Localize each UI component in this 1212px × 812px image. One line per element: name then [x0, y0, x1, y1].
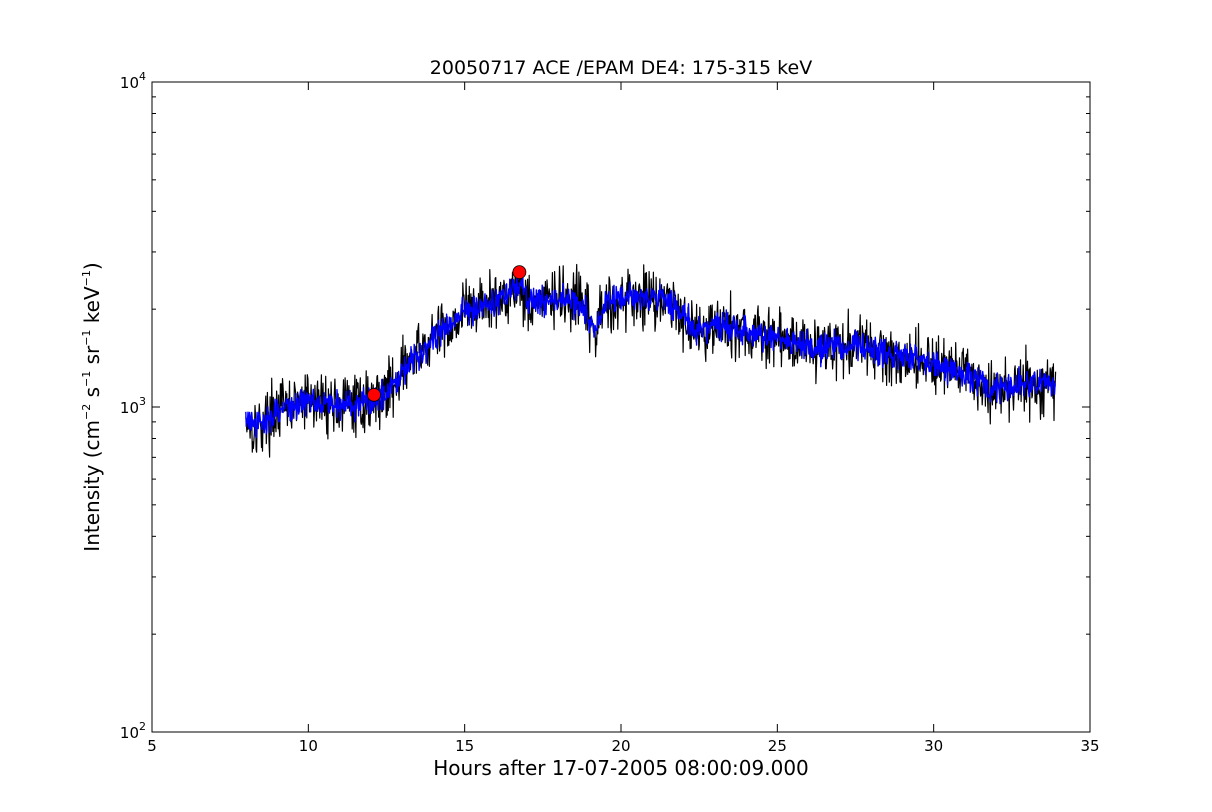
- y-label-sup-2: −1: [80, 371, 93, 387]
- y-axis: 102 103 104: [120, 70, 1090, 742]
- peak-marker: [512, 265, 527, 280]
- x-axis-label: Hours after 17-07-2005 08:00:09.000: [433, 756, 809, 780]
- y-label-mid-1: s: [80, 387, 104, 404]
- x-tick-label: 35: [1080, 737, 1099, 755]
- series-line-smoothed: [245, 275, 1056, 439]
- y-label-mid-2: sr: [80, 345, 104, 371]
- x-tick-label: 10: [299, 737, 318, 755]
- x-tick-label: 20: [611, 737, 630, 755]
- x-tick-label: 5: [147, 737, 157, 755]
- x-tick-label: 15: [455, 737, 474, 755]
- y-label-sup-1: −2: [80, 404, 93, 420]
- y-label-prefix: Intensity (cm: [80, 420, 104, 552]
- y-tick-label: 104: [120, 70, 146, 92]
- y-label-sup-3: −1: [80, 330, 93, 346]
- y-axis-label: Intensity (cm−2 s−1 sr−1 keV−1): [80, 262, 104, 551]
- onset-marker: [367, 387, 381, 402]
- series-layer: [245, 263, 1057, 458]
- x-tick-label: 25: [768, 737, 787, 755]
- chart-title: 20050717 ACE /EPAM DE4: 175-315 keV: [430, 57, 812, 79]
- y-label-mid-3: keV: [80, 286, 104, 330]
- y-tick-label: 102: [120, 720, 146, 742]
- y-tick-label: 103: [120, 395, 146, 417]
- x-tick-label: 30: [924, 737, 943, 755]
- y-label-suffix: ): [80, 262, 104, 270]
- y-label-sup-4: −1: [80, 270, 93, 286]
- marker-layer: [367, 265, 527, 402]
- x-axis: 5 10 15 20 25 30 35: [147, 82, 1100, 755]
